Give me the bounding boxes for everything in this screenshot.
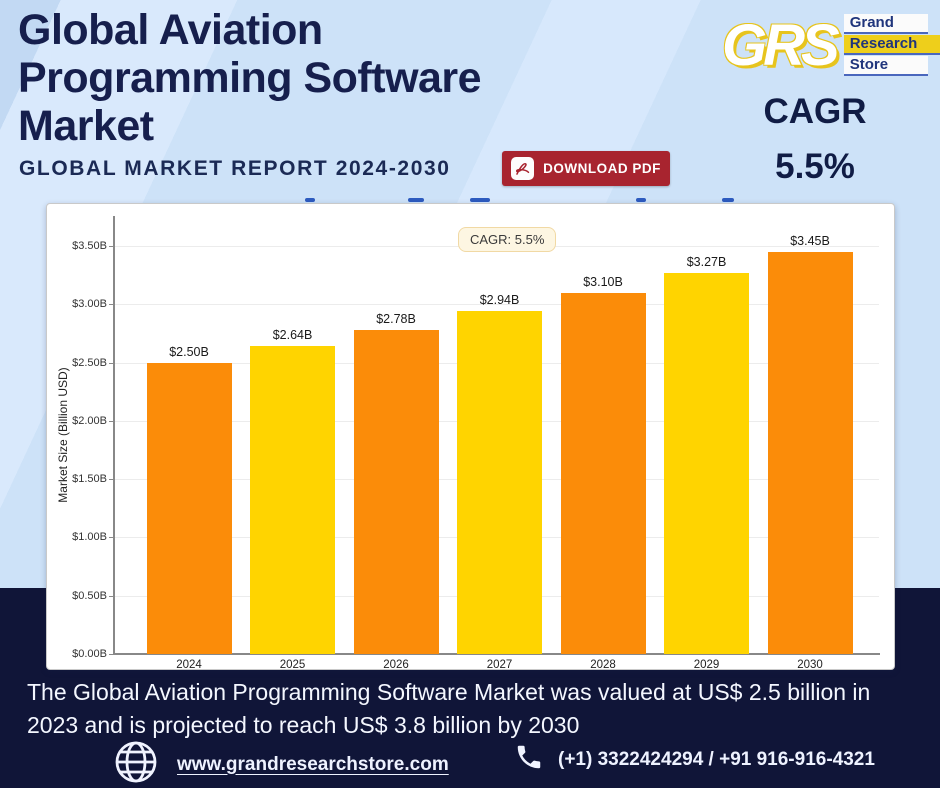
bar-value-label: $2.78B: [376, 311, 416, 326]
x-tick-label: 2025: [279, 659, 306, 671]
page-title-line: Programming Software: [18, 54, 482, 102]
bar-value-label: $2.94B: [479, 293, 520, 308]
pdf-icon: [511, 157, 535, 180]
globe-icon: [112, 738, 160, 788]
download-pdf-button[interactable]: DOWNLOAD PDF: [502, 151, 670, 186]
bar-value-label: $3.27B: [686, 254, 727, 269]
cagr-label: CAGR: [763, 92, 867, 131]
y-tick-mark: [109, 595, 114, 597]
cropped-title-fragment: [408, 198, 424, 202]
gridline: [114, 304, 879, 306]
x-tick-label: 2024: [176, 659, 202, 671]
grs-logo: GRS Grand Research Store: [722, 10, 940, 80]
y-tick-mark: [109, 246, 114, 247]
bar-value-label: $3.45B: [790, 233, 830, 248]
logo-word-store: Store: [843, 56, 928, 76]
bar-value-label: $2.64B: [272, 328, 313, 343]
page-title: Global Aviation Programming Software Mar…: [18, 6, 482, 150]
bar: [664, 272, 749, 654]
summary-text: The Global Aviation Programming Software…: [27, 679, 871, 738]
cagr-annotation-badge: CAGR: 5.5%: [458, 227, 557, 252]
bar: [250, 346, 335, 654]
chart-card: $0.00B $0.50B $1.00B $1.50B $2.00B $2.50B $3.0…: [46, 203, 895, 671]
y-tick-mark: [109, 420, 114, 422]
x-tick-label: 2027: [486, 659, 513, 671]
y-tick-label: $2.00B: [72, 414, 107, 427]
page-title-line: Market: [18, 102, 154, 150]
y-axis-line: [113, 216, 115, 654]
y-tick-mark: [109, 479, 114, 481]
y-tick-label: $1.00B: [72, 531, 107, 544]
y-tick-label: $0.50B: [72, 589, 107, 602]
x-axis-line: [113, 653, 880, 655]
website-link[interactable]: www.grandresearchstore.com: [177, 753, 449, 775]
page-title-line: Global Aviation: [18, 6, 323, 54]
x-tick-label: 2030: [797, 659, 823, 671]
y-tick-mark: [109, 654, 114, 655]
grs-monogram: GRS: [722, 12, 840, 78]
y-tick-label: $0.00B: [72, 648, 107, 660]
y-tick-label: $2.50B: [72, 356, 107, 369]
y-tick-label: $3.00B: [72, 298, 107, 311]
bar: [767, 251, 853, 654]
download-pdf-label: DOWNLOAD PDF: [543, 161, 661, 176]
y-tick-mark: [109, 304, 114, 306]
bar-value-label: $3.10B: [583, 274, 623, 289]
bar: [146, 362, 232, 654]
phone-numbers: (+1) 3322424294 / +91 916-916-4321: [558, 748, 875, 770]
report-subtitle: GLOBAL MARKET REPORT 2024-2030: [19, 157, 451, 180]
y-tick-mark: [109, 362, 114, 364]
bar: [560, 292, 646, 654]
cagr-value: 5.5%: [775, 147, 855, 186]
cropped-title-fragment: [470, 198, 490, 202]
x-tick-label: 2028: [590, 659, 616, 671]
x-tick-label: 2029: [693, 659, 720, 671]
x-tick-label: 2026: [383, 659, 409, 671]
bar-chart: $0.00B $0.50B $1.00B $1.50B $2.00B $2.50B $3.0…: [47, 204, 894, 671]
logo-word-grand: Grand: [843, 14, 928, 34]
bar: [353, 329, 439, 654]
cropped-title-fragment: [722, 198, 734, 202]
bar-value-label: $2.50B: [169, 344, 209, 359]
logo-word-research: Research: [843, 35, 940, 55]
cropped-title-fragment: [636, 198, 646, 202]
y-tick-label: $1.50B: [72, 473, 107, 486]
phone-icon: [514, 742, 544, 777]
y-axis-title: Market Size (Billion USD): [56, 367, 70, 503]
bar: [457, 311, 542, 654]
cropped-title-fragment: [305, 198, 315, 202]
y-tick-label: $3.50B: [72, 240, 107, 252]
y-tick-mark: [109, 537, 114, 539]
